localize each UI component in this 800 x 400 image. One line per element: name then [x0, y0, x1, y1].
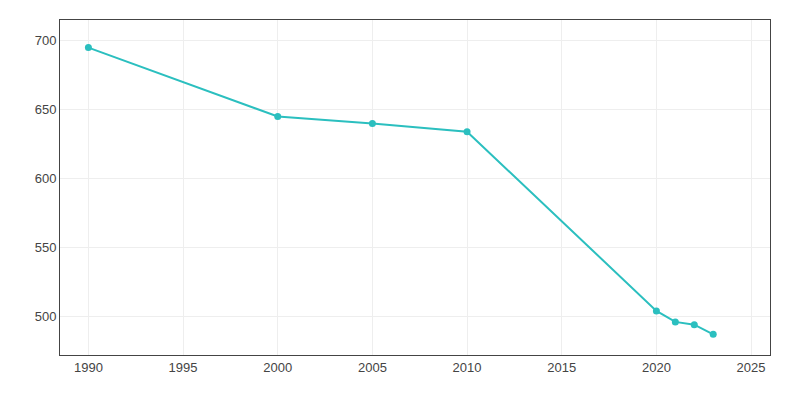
svg-text:2010: 2010 [453, 360, 482, 375]
svg-text:500: 500 [35, 309, 57, 324]
svg-text:2025: 2025 [737, 360, 766, 375]
svg-text:1995: 1995 [169, 360, 198, 375]
svg-text:2000: 2000 [263, 360, 292, 375]
svg-text:2015: 2015 [547, 360, 576, 375]
svg-text:2020: 2020 [642, 360, 671, 375]
svg-text:600: 600 [35, 171, 57, 186]
svg-text:2005: 2005 [358, 360, 387, 375]
svg-text:550: 550 [35, 240, 57, 255]
svg-text:650: 650 [35, 102, 57, 117]
svg-text:1990: 1990 [74, 360, 103, 375]
svg-text:700: 700 [35, 33, 57, 48]
